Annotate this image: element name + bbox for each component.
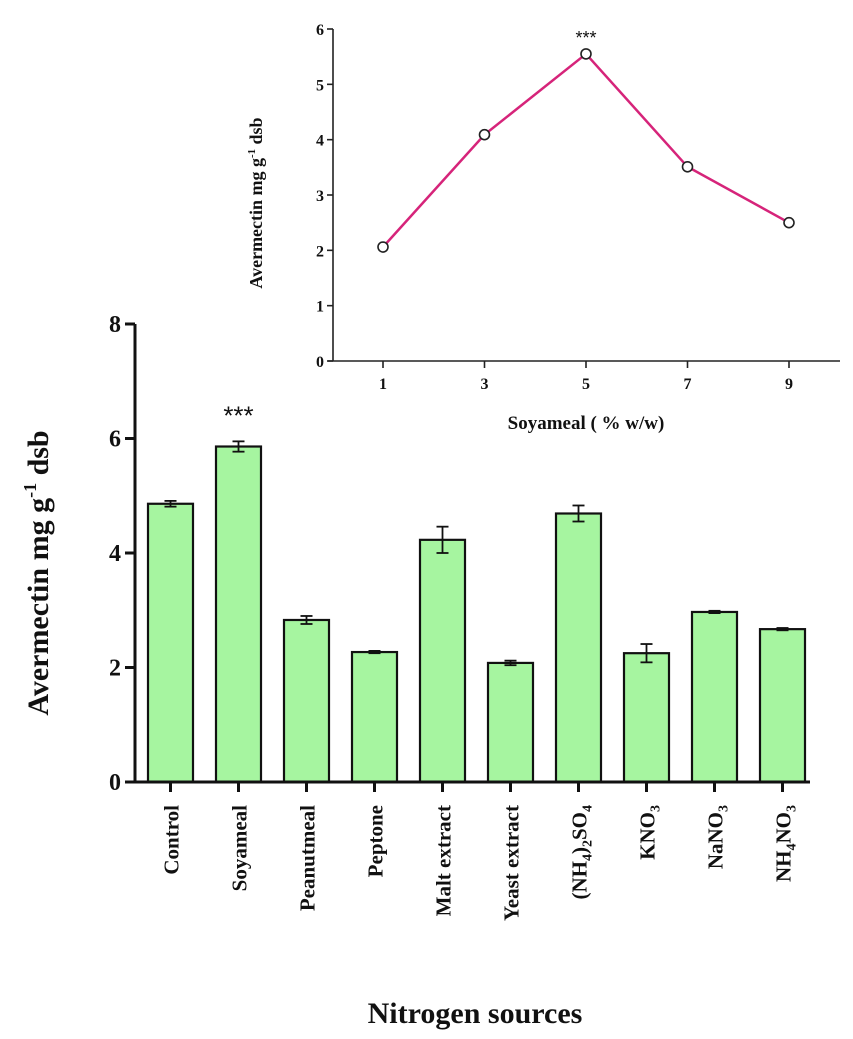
y-axis-title: Avermectin mg g-1 dsb [20, 430, 55, 715]
x-tick-label-part: Peanutmeal [296, 805, 320, 911]
x-tick-label-part: 4 [581, 854, 596, 861]
x-tick-label-part: 3 [717, 805, 732, 812]
significance-marker: *** [575, 28, 596, 48]
x-tick-label-part: 4 [785, 844, 800, 851]
x-tick-label-part: KNO [636, 812, 660, 860]
x-tick-label-part: Yeast extract [500, 805, 524, 921]
data-point [681, 160, 694, 173]
main-bar-chart: Control Soyameal Peanutmeal Peptone Malt ext… [20, 312, 810, 1030]
y-axis-title-sup: -1 [246, 149, 258, 158]
y-axis-title-part: Avermectin mg g [22, 498, 55, 716]
y-axis-title-part: Avermectin mg g [246, 158, 266, 289]
x-tick-label: NaNO3 [704, 805, 732, 869]
data-point [783, 216, 795, 229]
bar [690, 610, 739, 784]
x-tick-label-part: 2 [581, 840, 596, 847]
y-tick-label: 1 [316, 299, 324, 316]
y-axis-title-sup: -1 [20, 483, 40, 498]
bar [554, 512, 603, 784]
data-point [478, 128, 491, 141]
y-axis-title: Avermectin mg g-1 dsb [246, 117, 266, 288]
x-tick-label: (NH4)2SO4 [568, 805, 596, 900]
x-tick-label-part: Soyameal [228, 805, 252, 891]
bar [146, 502, 195, 784]
bar [486, 661, 535, 784]
series-line [382, 52, 790, 248]
bar [758, 628, 807, 784]
x-tick-label: KNO3 [636, 805, 664, 860]
x-tick-label: 1 [379, 376, 387, 393]
x-axis-title: Nitrogen sources [368, 997, 583, 1030]
bar [282, 618, 331, 784]
x-tick-label: Malt extract [432, 805, 456, 916]
x-tick-label-part: NH [772, 851, 796, 883]
inset-line-chart: 0 1 2 3 4 5 6 1 3 5 7 9 *** Avermectin mg g-1 dsb Soya… [246, 22, 840, 434]
x-tick-label: Peptone [364, 805, 388, 877]
y-tick-label: 6 [316, 22, 324, 39]
y-tick-label: 4 [316, 133, 324, 150]
x-tick-label-part: SO [568, 812, 592, 840]
x-tick-label-part: Control [160, 805, 184, 875]
x-tick-label: Peanutmeal [296, 805, 320, 911]
x-tick-label-part: 3 [785, 805, 800, 812]
x-tick-label: NH4NO3 [772, 805, 800, 882]
x-tick-label-part: 4 [581, 805, 596, 812]
bar [622, 652, 671, 784]
x-tick-label: Yeast extract [500, 805, 524, 921]
x-tick-label-part: NaNO [704, 812, 728, 869]
y-tick-label: 0 [109, 770, 121, 796]
y-tick-label: 2 [316, 243, 324, 260]
x-tick-label-part: Malt extract [432, 805, 456, 916]
x-tick-label: Soyameal [228, 805, 252, 891]
y-tick-label: 2 [109, 656, 121, 682]
x-tick-label-part: Peptone [364, 805, 388, 877]
data-point [580, 48, 592, 60]
x-tick-label: 7 [684, 376, 692, 393]
x-tick-label: 3 [481, 376, 489, 393]
y-axis-title-part: dsb [246, 117, 266, 149]
x-tick-label: 5 [582, 376, 590, 393]
x-tick-label-part: NO [772, 812, 796, 844]
y-tick-label: 5 [316, 77, 324, 94]
y-tick-label: 8 [109, 312, 121, 338]
x-tick-label: 9 [785, 376, 793, 393]
y-tick-label: 6 [109, 427, 121, 453]
x-tick-label-part: (NH [568, 861, 592, 900]
y-axis-title-part: dsb [22, 430, 55, 483]
bar [350, 650, 399, 784]
significance-marker: *** [223, 400, 253, 430]
data-point [377, 241, 389, 253]
y-tick-label: 0 [316, 354, 324, 371]
bar [418, 538, 467, 784]
x-axis-title: Soyameal ( % w/w) [508, 413, 665, 434]
y-tick-label: 3 [316, 188, 324, 205]
x-tick-label-part: 3 [649, 805, 664, 812]
x-tick-label: Control [160, 805, 184, 875]
y-tick-label: 4 [109, 541, 121, 567]
bar [214, 445, 263, 784]
x-tick-label-part: ) [568, 847, 592, 854]
